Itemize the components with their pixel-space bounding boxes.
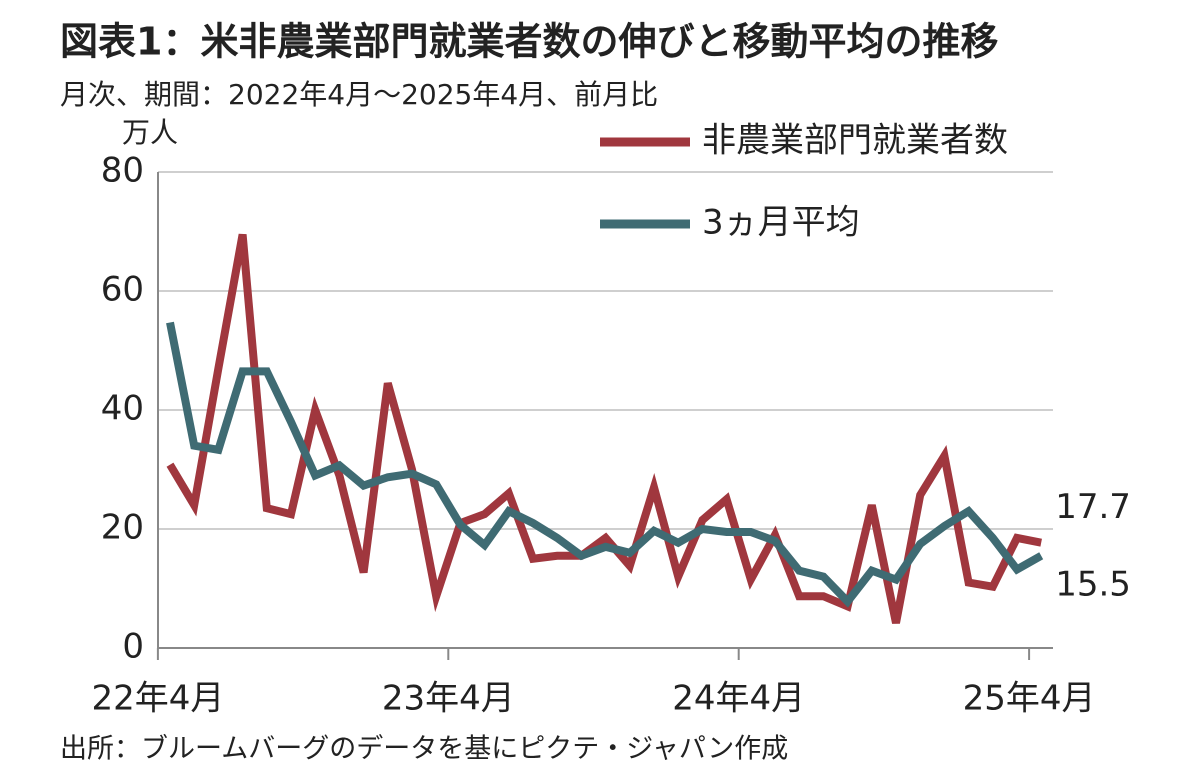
x-tick-label: 22年4月	[91, 679, 224, 719]
series-line	[166, 321, 1044, 608]
y-tick-label: 60	[101, 270, 144, 310]
y-tick-label: 0	[122, 627, 144, 667]
source-note: 出所：ブルームバーグのデータを基にピクテ・ジャパン作成	[60, 734, 788, 765]
y-unit: 万人	[122, 116, 178, 149]
legend-label: 非農業部門就業者数	[702, 121, 1008, 161]
legend-label: 3ヵ月平均	[702, 203, 860, 243]
y-tick-label: 20	[101, 508, 144, 548]
data-label: 17.7	[1055, 487, 1131, 527]
x-tick-label: 25年4月	[963, 679, 1096, 719]
x-tick-label: 24年4月	[672, 679, 805, 719]
y-tick-label: 40	[101, 389, 144, 429]
data-label: 15.5	[1055, 564, 1131, 604]
y-tick-label: 80	[101, 151, 144, 191]
series-line	[166, 233, 1042, 624]
chart-subtitle: 月次、期間：2022年4月～2025年4月、前月比	[60, 78, 658, 111]
chart-title: 図表1：米非農業部門就業者数の伸びと移動平均の推移	[60, 20, 998, 64]
x-tick-label: 23年4月	[382, 679, 515, 719]
